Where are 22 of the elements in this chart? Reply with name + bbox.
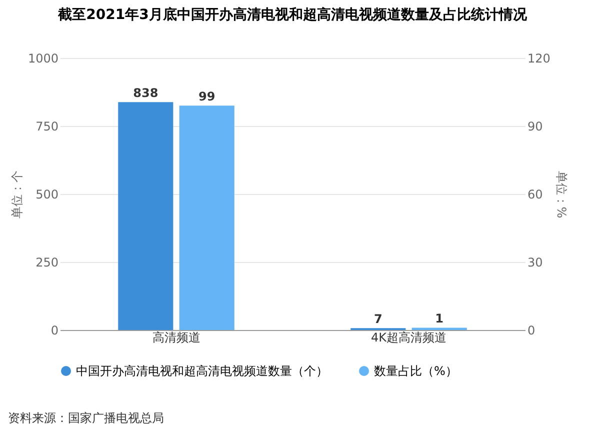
text: 资料来源：国家广播电视总局 xyxy=(8,410,164,427)
y2-tick-label: 30 xyxy=(528,256,543,270)
legend-label: 中国开办高清电视和超高清电视频道数量（个） xyxy=(76,364,328,378)
data-label: 99 xyxy=(198,90,216,104)
y2-tick-label: 120 xyxy=(528,52,550,66)
legend-label: 数量占比（%） xyxy=(374,364,458,378)
y-axis-title: 单位：个 xyxy=(10,170,24,218)
x-tick-label: 4K超高清频道 xyxy=(370,330,447,344)
y2-tick-label: 60 xyxy=(528,188,543,202)
y-tick-label: 1000 xyxy=(28,52,58,66)
data-label: 7 xyxy=(374,312,382,326)
chart-title: 截至2021年3月底中国开办高清电视和超高清电视频道数量及占比统计情况 xyxy=(57,6,528,23)
data-label: 1 xyxy=(435,312,444,326)
y2-axis-title: 单位：% xyxy=(554,170,568,218)
y-tick-label: 0 xyxy=(50,324,58,338)
x-tick-label: 高清频道 xyxy=(152,330,200,344)
y-tick-label: 750 xyxy=(36,120,58,134)
y2-tick-label: 90 xyxy=(528,120,543,134)
y-tick-label: 500 xyxy=(36,188,58,202)
y2-tick-label: 0 xyxy=(528,324,536,338)
y-tick-label: 250 xyxy=(36,256,58,270)
data-label: 838 xyxy=(133,86,158,100)
